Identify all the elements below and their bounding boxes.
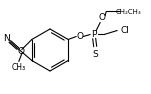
- Text: CH₂CH₃: CH₂CH₃: [115, 8, 141, 14]
- Text: O: O: [77, 32, 84, 41]
- Text: N: N: [3, 34, 10, 43]
- Text: O: O: [99, 13, 106, 22]
- Text: Cl: Cl: [121, 26, 130, 35]
- Text: S: S: [92, 50, 98, 59]
- Text: O: O: [17, 47, 24, 56]
- Text: P: P: [92, 30, 97, 39]
- Text: CH₃: CH₃: [12, 63, 26, 72]
